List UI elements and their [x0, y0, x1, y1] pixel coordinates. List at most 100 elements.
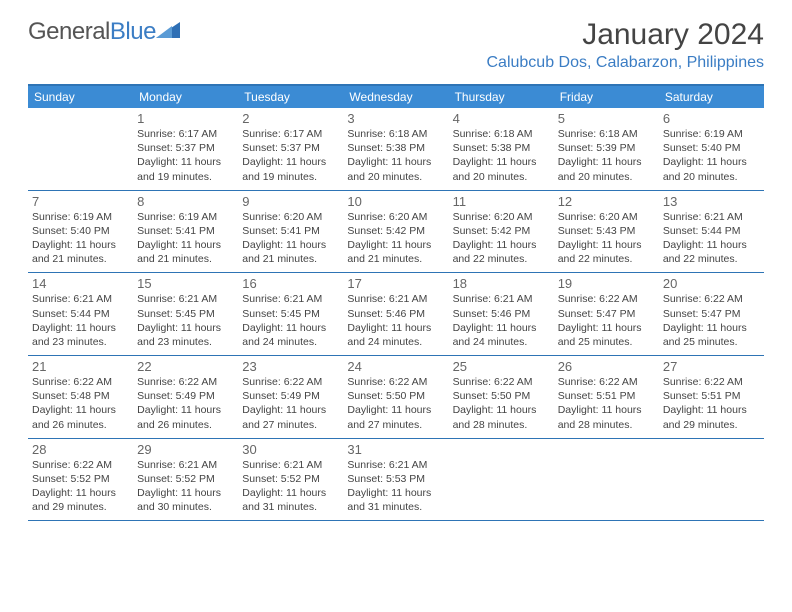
day-cell: 23Sunrise: 6:22 AMSunset: 5:49 PMDayligh… — [238, 356, 343, 438]
day-cell: 4Sunrise: 6:18 AMSunset: 5:38 PMDaylight… — [449, 108, 554, 190]
day-cell — [28, 108, 133, 190]
sunset-line: Sunset: 5:48 PM — [32, 389, 129, 403]
logo-text: GeneralBlue — [28, 18, 156, 46]
day-number: 28 — [32, 442, 129, 457]
daylight-line: Daylight: 11 hours and 27 minutes. — [347, 403, 444, 431]
day-number: 27 — [663, 359, 760, 374]
day-number: 24 — [347, 359, 444, 374]
daylight-line: Daylight: 11 hours and 19 minutes. — [242, 155, 339, 183]
day-cell — [659, 439, 764, 521]
sunset-line: Sunset: 5:49 PM — [137, 389, 234, 403]
sunrise-line: Sunrise: 6:22 AM — [453, 375, 550, 389]
daylight-line: Daylight: 11 hours and 20 minutes. — [663, 155, 760, 183]
daylight-line: Daylight: 11 hours and 28 minutes. — [558, 403, 655, 431]
logo-triangle-icon — [156, 20, 182, 45]
sunset-line: Sunset: 5:46 PM — [453, 307, 550, 321]
daylight-line: Daylight: 11 hours and 24 minutes. — [347, 321, 444, 349]
sunset-line: Sunset: 5:42 PM — [453, 224, 550, 238]
daylight-line: Daylight: 11 hours and 26 minutes. — [32, 403, 129, 431]
daylight-line: Daylight: 11 hours and 29 minutes. — [663, 403, 760, 431]
daylight-line: Daylight: 11 hours and 23 minutes. — [137, 321, 234, 349]
daylight-line: Daylight: 11 hours and 22 minutes. — [663, 238, 760, 266]
day-number: 20 — [663, 276, 760, 291]
day-cell — [449, 439, 554, 521]
sunset-line: Sunset: 5:37 PM — [137, 141, 234, 155]
sunset-line: Sunset: 5:39 PM — [558, 141, 655, 155]
day-number: 12 — [558, 194, 655, 209]
day-cell: 27Sunrise: 6:22 AMSunset: 5:51 PMDayligh… — [659, 356, 764, 438]
sunrise-line: Sunrise: 6:21 AM — [242, 292, 339, 306]
day-cell: 31Sunrise: 6:21 AMSunset: 5:53 PMDayligh… — [343, 439, 448, 521]
sunset-line: Sunset: 5:41 PM — [242, 224, 339, 238]
day-number: 15 — [137, 276, 234, 291]
sunset-line: Sunset: 5:52 PM — [242, 472, 339, 486]
daylight-line: Daylight: 11 hours and 22 minutes. — [453, 238, 550, 266]
logo-word-2: Blue — [110, 18, 156, 45]
sunset-line: Sunset: 5:38 PM — [453, 141, 550, 155]
day-cell: 11Sunrise: 6:20 AMSunset: 5:42 PMDayligh… — [449, 191, 554, 273]
day-cell: 21Sunrise: 6:22 AMSunset: 5:48 PMDayligh… — [28, 356, 133, 438]
location-text: Calubcub Dos, Calabarzon, Philippines — [487, 54, 765, 72]
sunrise-line: Sunrise: 6:22 AM — [663, 375, 760, 389]
day-cell: 3Sunrise: 6:18 AMSunset: 5:38 PMDaylight… — [343, 108, 448, 190]
sunrise-line: Sunrise: 6:22 AM — [32, 458, 129, 472]
day-cell: 29Sunrise: 6:21 AMSunset: 5:52 PMDayligh… — [133, 439, 238, 521]
sunrise-line: Sunrise: 6:21 AM — [347, 458, 444, 472]
day-number: 9 — [242, 194, 339, 209]
daylight-line: Daylight: 11 hours and 24 minutes. — [453, 321, 550, 349]
weekday-header: Wednesday — [343, 86, 448, 108]
daylight-line: Daylight: 11 hours and 25 minutes. — [663, 321, 760, 349]
day-cell: 24Sunrise: 6:22 AMSunset: 5:50 PMDayligh… — [343, 356, 448, 438]
day-number: 18 — [453, 276, 550, 291]
sunrise-line: Sunrise: 6:18 AM — [558, 127, 655, 141]
week-row: 1Sunrise: 6:17 AMSunset: 5:37 PMDaylight… — [28, 108, 764, 191]
day-cell: 18Sunrise: 6:21 AMSunset: 5:46 PMDayligh… — [449, 273, 554, 355]
sunset-line: Sunset: 5:46 PM — [347, 307, 444, 321]
day-number: 8 — [137, 194, 234, 209]
day-cell: 12Sunrise: 6:20 AMSunset: 5:43 PMDayligh… — [554, 191, 659, 273]
day-number: 2 — [242, 111, 339, 126]
sunrise-line: Sunrise: 6:21 AM — [663, 210, 760, 224]
day-cell: 13Sunrise: 6:21 AMSunset: 5:44 PMDayligh… — [659, 191, 764, 273]
day-cell: 9Sunrise: 6:20 AMSunset: 5:41 PMDaylight… — [238, 191, 343, 273]
sunrise-line: Sunrise: 6:21 AM — [242, 458, 339, 472]
weekday-header: Tuesday — [238, 86, 343, 108]
day-number: 3 — [347, 111, 444, 126]
daylight-line: Daylight: 11 hours and 31 minutes. — [347, 486, 444, 514]
sunset-line: Sunset: 5:45 PM — [137, 307, 234, 321]
day-cell: 30Sunrise: 6:21 AMSunset: 5:52 PMDayligh… — [238, 439, 343, 521]
sunrise-line: Sunrise: 6:21 AM — [32, 292, 129, 306]
header: GeneralBlue January 2024 Calubcub Dos, C… — [0, 0, 792, 76]
day-number: 21 — [32, 359, 129, 374]
sunrise-line: Sunrise: 6:22 AM — [32, 375, 129, 389]
weekday-header-row: SundayMondayTuesdayWednesdayThursdayFrid… — [28, 86, 764, 108]
sunrise-line: Sunrise: 6:19 AM — [663, 127, 760, 141]
daylight-line: Daylight: 11 hours and 26 minutes. — [137, 403, 234, 431]
daylight-line: Daylight: 11 hours and 20 minutes. — [558, 155, 655, 183]
day-cell: 17Sunrise: 6:21 AMSunset: 5:46 PMDayligh… — [343, 273, 448, 355]
daylight-line: Daylight: 11 hours and 28 minutes. — [453, 403, 550, 431]
daylight-line: Daylight: 11 hours and 29 minutes. — [32, 486, 129, 514]
daylight-line: Daylight: 11 hours and 30 minutes. — [137, 486, 234, 514]
sunrise-line: Sunrise: 6:19 AM — [137, 210, 234, 224]
sunset-line: Sunset: 5:49 PM — [242, 389, 339, 403]
sunset-line: Sunset: 5:38 PM — [347, 141, 444, 155]
day-number: 4 — [453, 111, 550, 126]
sunrise-line: Sunrise: 6:22 AM — [558, 292, 655, 306]
day-number: 13 — [663, 194, 760, 209]
daylight-line: Daylight: 11 hours and 25 minutes. — [558, 321, 655, 349]
day-cell: 7Sunrise: 6:19 AMSunset: 5:40 PMDaylight… — [28, 191, 133, 273]
sunset-line: Sunset: 5:50 PM — [347, 389, 444, 403]
day-number: 22 — [137, 359, 234, 374]
daylight-line: Daylight: 11 hours and 21 minutes. — [32, 238, 129, 266]
weekday-header: Sunday — [28, 86, 133, 108]
sunset-line: Sunset: 5:43 PM — [558, 224, 655, 238]
sunset-line: Sunset: 5:50 PM — [453, 389, 550, 403]
day-cell: 19Sunrise: 6:22 AMSunset: 5:47 PMDayligh… — [554, 273, 659, 355]
week-row: 28Sunrise: 6:22 AM Sunset: 5:52 PM Dayligh… — [28, 439, 764, 522]
title-block: January 2024 Calubcub Dos, Calabarzon, P… — [487, 18, 765, 72]
sunset-line: Sunset: 5:45 PM — [242, 307, 339, 321]
day-cell: 20Sunrise: 6:22 AMSunset: 5:47 PMDayligh… — [659, 273, 764, 355]
sunset-line: Sunset: 5:40 PM — [663, 141, 760, 155]
weekday-header: Saturday — [659, 86, 764, 108]
